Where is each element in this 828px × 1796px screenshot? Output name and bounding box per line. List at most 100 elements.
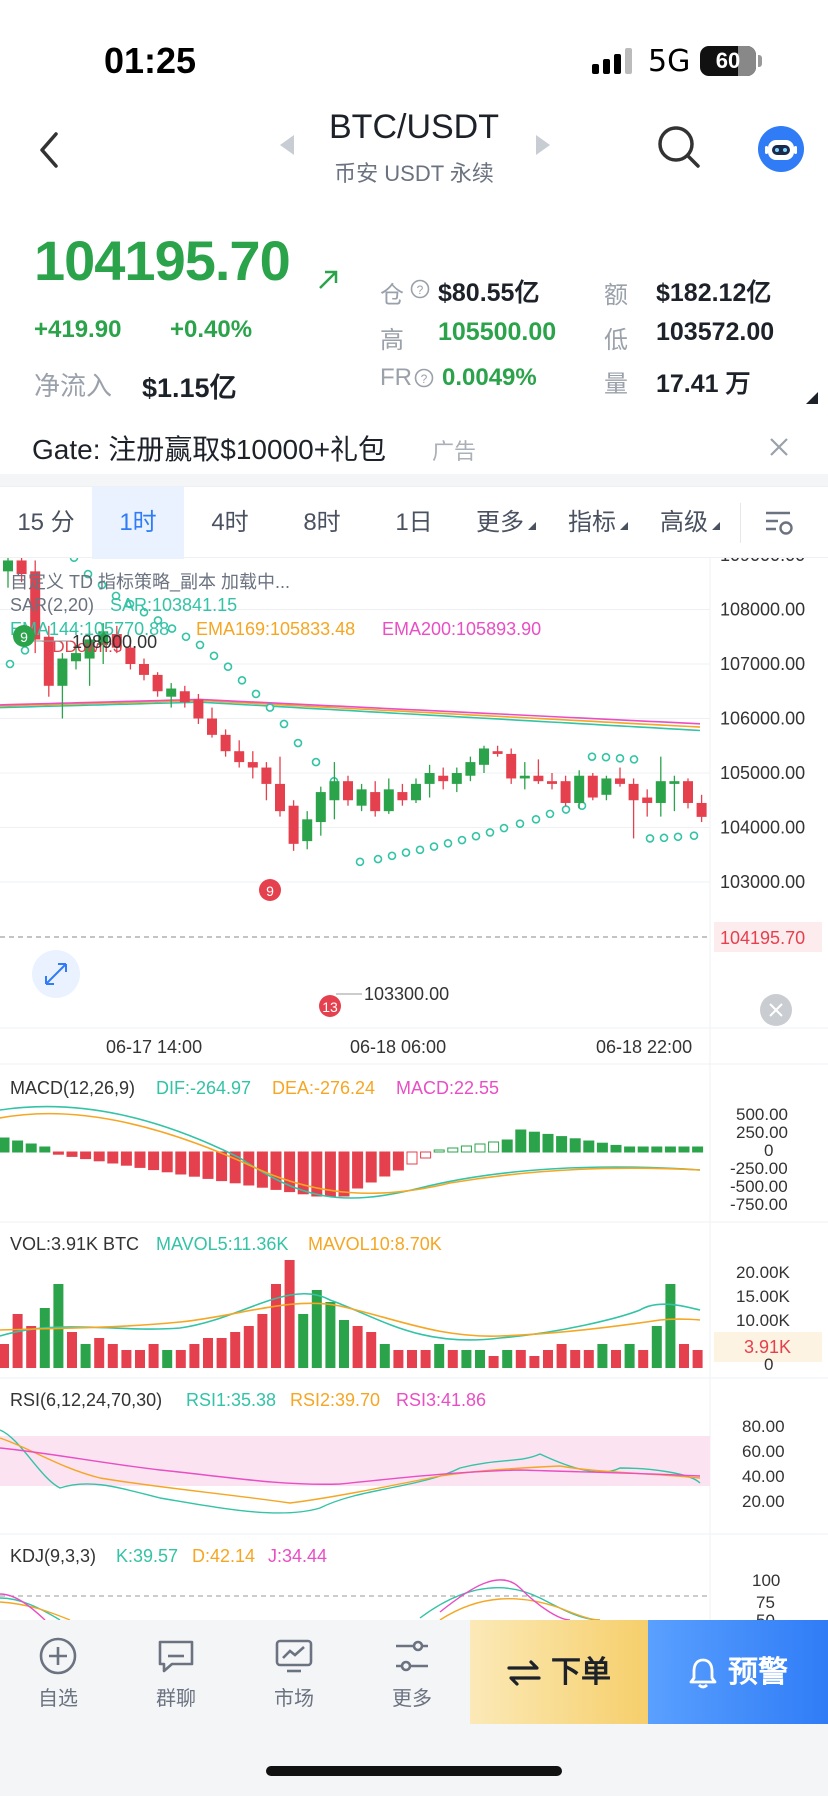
expand-corner-icon[interactable] xyxy=(806,392,818,404)
tab-more[interactable]: 更多 xyxy=(460,487,552,559)
mavol5-line xyxy=(0,1292,701,1341)
macd-value: MACD:22.55 xyxy=(396,1078,499,1098)
macd-dea: DEA:-276.24 xyxy=(272,1078,375,1098)
tab-1d[interactable]: 1日 xyxy=(395,509,433,536)
sar-dot xyxy=(601,752,611,762)
tab-15m[interactable]: 15 分 xyxy=(17,509,75,536)
search-icon[interactable] xyxy=(656,124,702,170)
sar-dot xyxy=(195,640,205,650)
close-icon[interactable] xyxy=(768,436,790,458)
sar-dot xyxy=(69,558,79,563)
vol-tag: 3.91K xyxy=(744,1337,791,1357)
netflow-label: 净流入 xyxy=(34,371,113,401)
ad-banner-text[interactable]: Gate: 注册赢取$10000+礼包 xyxy=(32,434,387,465)
candle xyxy=(261,767,272,784)
low-marker: 103300.00 xyxy=(364,984,449,1004)
robot-avatar-icon[interactable] xyxy=(758,126,804,172)
candle xyxy=(302,819,313,842)
expand-chart-icon[interactable] xyxy=(32,950,80,998)
sar-dot xyxy=(167,624,177,633)
nav-watchlist[interactable]: 自选 xyxy=(8,1636,108,1711)
sar-dot xyxy=(645,834,655,843)
macd-bar xyxy=(542,1133,554,1153)
help-icon[interactable]: ? xyxy=(410,279,430,299)
ema200-value: EMA200:105893.90 xyxy=(382,619,541,639)
vol-bar xyxy=(420,1350,431,1368)
nav-chat[interactable]: 群聊 xyxy=(126,1636,226,1711)
sar-dot xyxy=(499,823,509,833)
pair-title[interactable]: BTC/USDT xyxy=(329,108,499,146)
macd-bar xyxy=(420,1151,432,1159)
tab-8h[interactable]: 8时 xyxy=(303,509,341,536)
chart-settings-icon[interactable] xyxy=(764,509,796,537)
tab-indicators[interactable]: 指标 xyxy=(552,487,644,559)
rsi-label: RSI(6,12,24,70,30) xyxy=(10,1390,162,1410)
macd-bar xyxy=(692,1146,704,1153)
macd-bar xyxy=(229,1151,241,1184)
candle xyxy=(601,778,612,795)
candle xyxy=(451,773,462,784)
order-button[interactable]: 下单 xyxy=(470,1620,648,1724)
macd-bar xyxy=(148,1151,160,1171)
vol-bar xyxy=(352,1326,363,1368)
macd-bar xyxy=(406,1151,418,1165)
tab-advanced[interactable]: 高级 xyxy=(644,487,736,559)
vol-bar xyxy=(162,1350,173,1368)
vol-bar xyxy=(94,1338,105,1368)
macd-bar xyxy=(610,1144,622,1153)
last-price: 104195.70 xyxy=(34,229,291,292)
help-icon[interactable]: ? xyxy=(414,368,434,388)
sliders-icon xyxy=(396,1640,428,1672)
vol-bar xyxy=(284,1260,295,1368)
vol-bar xyxy=(393,1350,404,1368)
nav-more[interactable]: 更多 xyxy=(362,1636,462,1711)
plus-circle-icon xyxy=(39,1637,77,1675)
nav-market[interactable]: 市场 xyxy=(244,1636,344,1711)
td-badge: 9 xyxy=(259,879,281,901)
chart-area[interactable]: 自定义 TD 指标策略_副本 加载中... SAR(2,20) SAR:1038… xyxy=(0,558,828,1620)
vol-bar xyxy=(12,1314,23,1368)
current-price-tag: 104195.70 xyxy=(720,928,805,948)
back-icon[interactable] xyxy=(32,128,68,172)
candle xyxy=(533,775,544,782)
macd-bar xyxy=(365,1151,377,1183)
alert-button[interactable]: 预警 xyxy=(648,1620,828,1724)
macd-bar xyxy=(93,1151,105,1162)
y-tick: 103000.00 xyxy=(720,872,805,892)
vol-bar xyxy=(339,1320,349,1368)
macd-bar xyxy=(120,1151,132,1166)
clock: 01:25 xyxy=(104,40,197,81)
macd-dif-line xyxy=(0,1105,701,1199)
candle xyxy=(193,699,204,719)
macd-bar xyxy=(352,1151,364,1189)
next-pair-icon[interactable] xyxy=(536,135,550,155)
rsi1-value: RSI1:35.38 xyxy=(186,1390,276,1410)
sar-dot xyxy=(457,835,467,845)
sar-dot xyxy=(531,815,541,824)
sar-dot xyxy=(125,599,135,609)
vol-bar xyxy=(570,1350,581,1368)
sar-dot xyxy=(485,828,495,837)
tab-4h[interactable]: 4时 xyxy=(211,509,249,536)
netflow-value: $1.15亿 xyxy=(142,373,237,403)
macd-bar xyxy=(596,1142,608,1153)
candle xyxy=(397,792,408,801)
reset-chart-icon[interactable] xyxy=(760,994,792,1026)
candle xyxy=(655,781,666,803)
tab-1h[interactable]: 1时 xyxy=(92,487,184,559)
macd-dif: DIF:-264.97 xyxy=(156,1078,251,1098)
vol-bar xyxy=(597,1344,608,1368)
vol-bar xyxy=(216,1338,227,1368)
candle xyxy=(438,775,449,782)
y-tick: 107000.00 xyxy=(720,654,805,674)
macd-bar xyxy=(188,1151,200,1177)
prev-pair-icon[interactable] xyxy=(280,135,294,155)
ema169-value: EMA169:105833.48 xyxy=(196,619,355,639)
candle xyxy=(247,762,258,768)
sar-dot xyxy=(355,857,365,867)
candle xyxy=(642,797,653,803)
vol-bar xyxy=(26,1326,37,1368)
monitor-chart-icon xyxy=(275,1639,313,1673)
y-tick: 60.00 xyxy=(742,1442,785,1461)
sar-dot xyxy=(615,753,625,763)
